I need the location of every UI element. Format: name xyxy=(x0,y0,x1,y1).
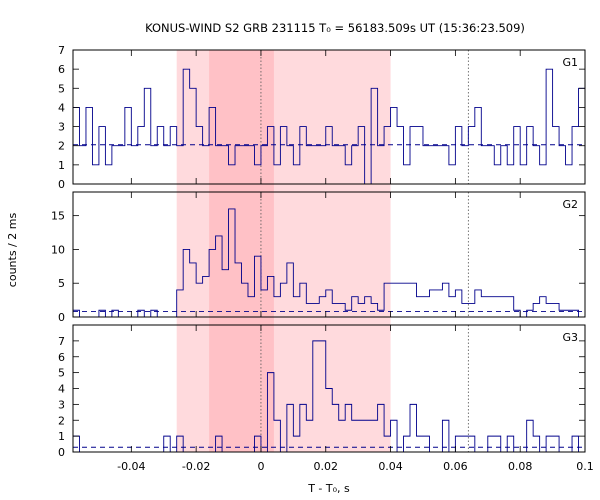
y-tick-label: 0 xyxy=(58,311,65,324)
y-tick-label: 5 xyxy=(58,82,65,95)
panel-g1: 0 1 2 3 4 5 6 7 G1 xyxy=(58,44,586,191)
y-tick-label: 4 xyxy=(58,101,65,114)
y-tick-label: 6 xyxy=(58,63,65,76)
y-tick-label: 15 xyxy=(51,210,65,223)
series-step-g1 xyxy=(73,68,585,185)
chart-title: KONUS-WIND S2 GRB 231115 T₀ = 56183.509s… xyxy=(145,21,525,35)
y-tick-label: 3 xyxy=(58,398,65,411)
y-tick-label: 0 xyxy=(58,446,65,459)
x-tick-label: -0.04 xyxy=(117,460,145,473)
panel-frame xyxy=(72,191,586,318)
y-tick-label: 0 xyxy=(58,178,65,191)
x-axis-label: T - T₀, s xyxy=(307,482,350,495)
x-tick-label: -0.02 xyxy=(182,460,210,473)
series-step-g3 xyxy=(73,340,585,453)
y-tick-label: 5 xyxy=(58,367,65,380)
y-tick-label: 3 xyxy=(58,121,65,134)
x-tick-label: 0.02 xyxy=(314,460,339,473)
x-tick-label: 0.1 xyxy=(576,460,594,473)
y-tick-label: 5 xyxy=(58,277,65,290)
y-tick-label: 7 xyxy=(58,335,65,348)
panel-frame xyxy=(72,49,586,185)
panel-g2: 0 5 10 15 G2 xyxy=(51,191,586,324)
shaded-interval-dark xyxy=(209,50,274,452)
x-tick-label: 0 xyxy=(257,460,264,473)
y-tick-label: 2 xyxy=(58,140,65,153)
x-tick-label: 0.04 xyxy=(378,460,403,473)
panel-label: G2 xyxy=(562,198,578,211)
y-tick-label: 10 xyxy=(51,243,65,256)
x-tick-label: 0.08 xyxy=(508,460,533,473)
y-axis-label: counts / 2 ms xyxy=(6,213,19,288)
y-tick-label: 7 xyxy=(58,44,65,57)
y-tick-label: 6 xyxy=(58,351,65,364)
x-tick-label: 0.06 xyxy=(443,460,468,473)
y-tick-label: 2 xyxy=(58,414,65,427)
y-tick-label: 1 xyxy=(58,159,65,172)
panel-g3: 0 1 2 3 4 5 6 7 G3 xyxy=(58,324,586,459)
y-tick-label: 1 xyxy=(58,430,65,443)
y-tick-label: 4 xyxy=(58,383,65,396)
panel-label: G1 xyxy=(562,56,578,69)
panel-label: G3 xyxy=(562,331,578,344)
